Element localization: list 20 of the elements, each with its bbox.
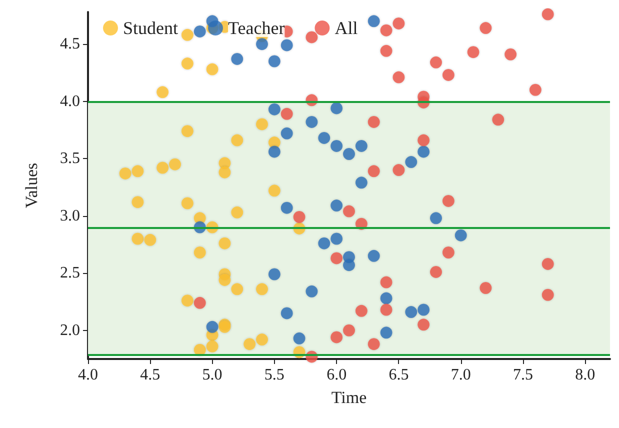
y-tick-label: 2.0 xyxy=(60,322,80,339)
x-tick-label: 4.5 xyxy=(140,366,160,384)
x-tick-label: 8.0 xyxy=(575,366,596,384)
x-tick-label: 4.0 xyxy=(78,366,98,384)
x-tick-label: 5.0 xyxy=(202,366,222,384)
x-tick-label: 6.5 xyxy=(388,366,409,384)
x-tick-label: 7.0 xyxy=(450,366,471,384)
y-axis-title: Values xyxy=(22,162,41,208)
legend-label: Student xyxy=(123,18,178,38)
legend-label: All xyxy=(334,18,358,38)
x-tick-label: 5.5 xyxy=(264,366,284,384)
y-tick-label: 4.5 xyxy=(60,36,80,53)
x-tick-label: 6.0 xyxy=(326,366,347,384)
legend-label: Teacher xyxy=(228,18,285,38)
y-tick-label: 4.0 xyxy=(60,92,80,110)
x-axis-title: Time xyxy=(331,388,367,407)
y-tick-label: 3.0 xyxy=(60,207,80,224)
y-tick-label: 2.5 xyxy=(60,264,80,282)
y-tick-label: 3.5 xyxy=(60,150,80,168)
x-tick-label: 7.5 xyxy=(513,366,533,384)
